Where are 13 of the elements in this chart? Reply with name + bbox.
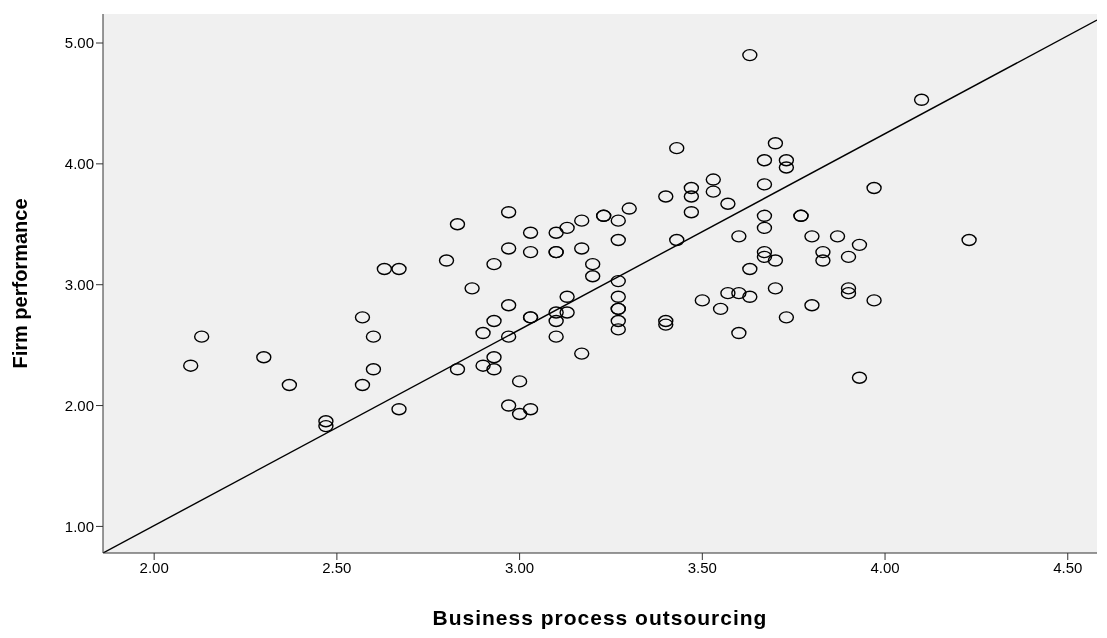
y-tick-label: 5.00 (64, 34, 94, 52)
x-axis-title: Business process outsourcing (432, 606, 768, 629)
y-tick-label: 1.00 (64, 517, 94, 535)
x-tick-label: 4.50 (1053, 558, 1083, 576)
x-tick-label: 3.00 (505, 558, 535, 576)
y-axis-title: Firm performance (9, 198, 32, 369)
x-tick-label: 4.00 (870, 558, 900, 576)
x-tick-label: 2.50 (322, 558, 352, 576)
x-tick-label: 2.00 (139, 558, 169, 576)
y-tick-label: 4.00 (64, 155, 94, 173)
y-tick-label: 3.00 (64, 276, 94, 294)
y-tick-label: 2.00 (64, 396, 94, 414)
x-tick-label: 3.50 (687, 558, 717, 576)
